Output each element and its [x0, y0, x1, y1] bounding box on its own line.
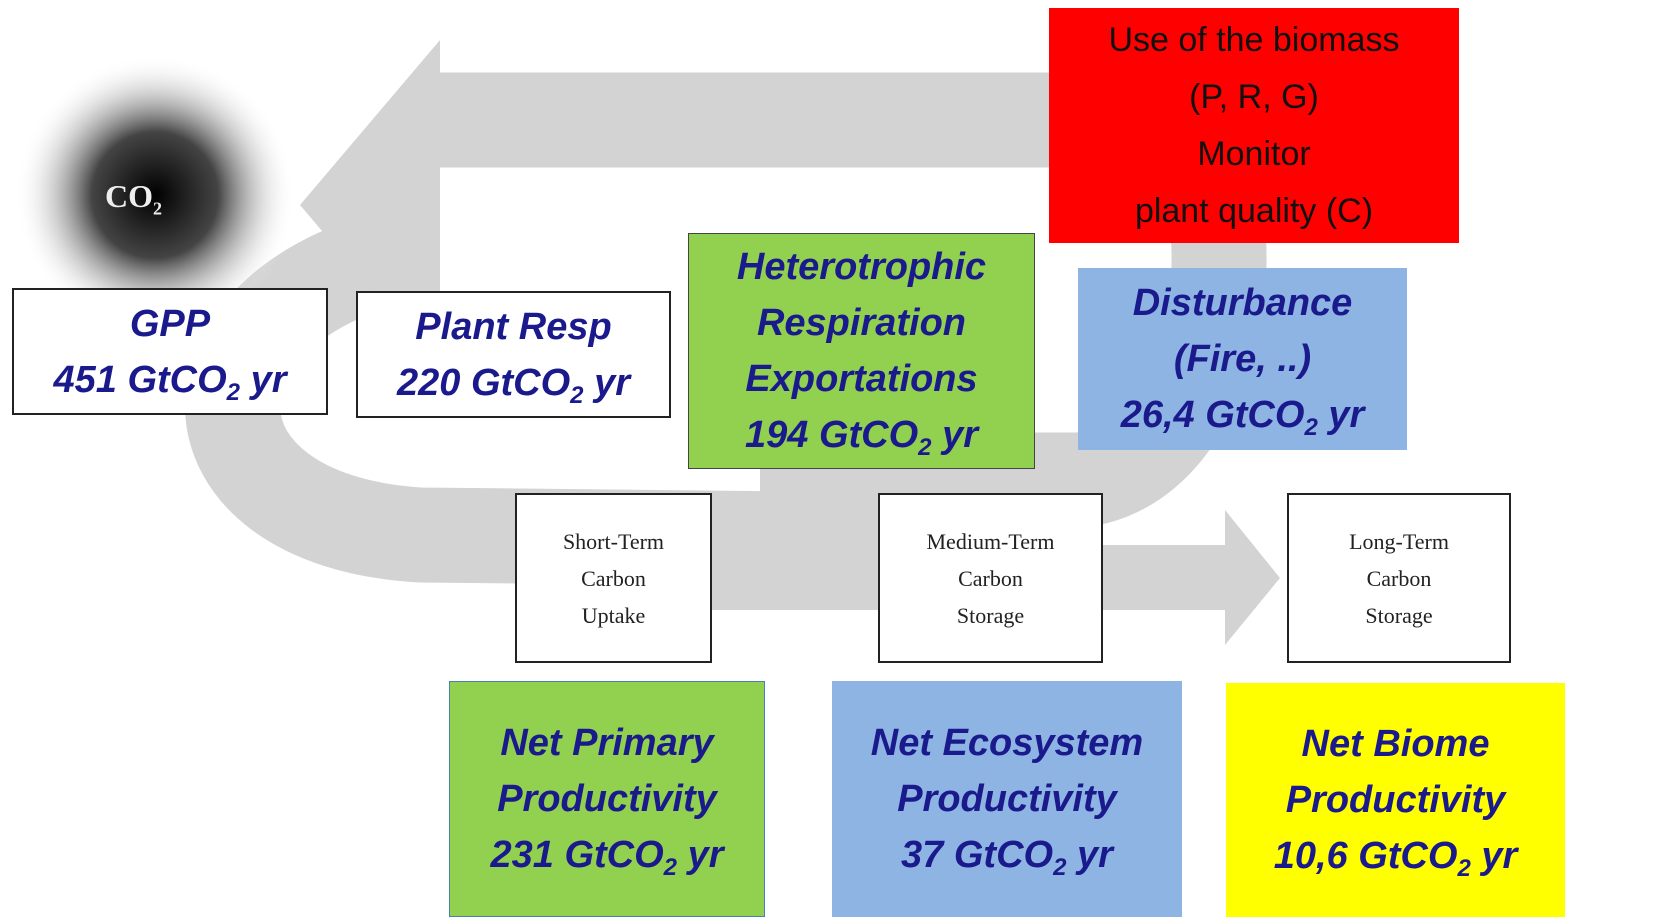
amount-subscript: 2 — [918, 434, 931, 461]
arrow-head — [1225, 510, 1280, 645]
flux-amount: 220 GtCO2 yr — [397, 355, 630, 411]
co2-label: CO2 — [105, 178, 162, 219]
flux-label: Disturbance — [1133, 275, 1353, 331]
pool-line: Carbon — [1367, 560, 1432, 597]
amount-subscript: 2 — [227, 379, 240, 406]
amount-unit: yr — [688, 834, 724, 876]
amount-unit: yr — [942, 414, 978, 456]
pool-line: Long-Term — [1349, 523, 1449, 560]
flux-label: Respiration — [757, 295, 966, 351]
flux-label: Net Biome — [1302, 716, 1490, 772]
pool-line: Storage — [1365, 597, 1432, 634]
flux-label: Heterotrophic — [737, 239, 986, 295]
flux-amount: 451 GtCO2 yr — [53, 352, 286, 408]
amount-subscript: 2 — [1053, 854, 1066, 881]
amount-subscript: 2 — [664, 854, 677, 881]
pool-line: Storage — [957, 597, 1024, 634]
co2-text: CO — [105, 178, 153, 214]
amount-text: 10,6 GtCO — [1274, 835, 1458, 877]
amount-unit: yr — [1481, 835, 1517, 877]
amount-unit: yr — [594, 362, 630, 404]
amount-text: 231 GtCO — [490, 834, 663, 876]
amount-unit: yr — [1077, 834, 1113, 876]
pool-line: Uptake — [582, 597, 646, 634]
flux-label: Net Primary — [500, 715, 713, 771]
flux-amount: 194 GtCO2 yr — [745, 407, 978, 463]
amount-text: 37 GtCO — [901, 834, 1053, 876]
flux-amount: 231 GtCO2 yr — [490, 827, 723, 883]
flux-label: Productivity — [897, 771, 1117, 827]
flux-label: Net Ecosystem — [871, 715, 1143, 771]
flux-amount: 10,6 GtCO2 yr — [1274, 828, 1518, 884]
note-line: Monitor — [1197, 126, 1310, 183]
amount-unit: yr — [251, 359, 287, 401]
flux-box: Disturbance(Fire, ..)26,4 GtCO2 yr — [1078, 268, 1407, 450]
amount-text: 194 GtCO — [745, 414, 918, 456]
pool-line: Carbon — [958, 560, 1023, 597]
flux-label: Plant Resp — [415, 299, 611, 355]
diagram: CO2 GPP451 GtCO2 yrPlant Resp220 GtCO2 y… — [0, 0, 1667, 917]
note-line: (P, R, G) — [1189, 69, 1319, 126]
flux-label: Productivity — [1286, 772, 1506, 828]
pool-line: Short-Term — [563, 523, 664, 560]
amount-unit: yr — [1328, 394, 1364, 436]
note-line: Use of the biomass — [1108, 12, 1399, 69]
amount-text: 220 GtCO — [397, 362, 570, 404]
flux-amount: 37 GtCO2 yr — [901, 827, 1113, 883]
amount-text: 26,4 GtCO — [1121, 394, 1305, 436]
flux-label: Productivity — [497, 771, 717, 827]
pool-line: Medium-Term — [927, 523, 1055, 560]
amount-text: 451 GtCO — [53, 359, 226, 401]
flux-label: GPP — [130, 296, 210, 352]
amount-subscript: 2 — [1457, 855, 1470, 882]
flux-label: (Fire, ..) — [1174, 331, 1311, 387]
flux-label: Exportations — [745, 351, 977, 407]
note-line: plant quality (C) — [1135, 183, 1373, 240]
pool-line: Carbon — [581, 560, 646, 597]
flux-amount: 26,4 GtCO2 yr — [1121, 387, 1365, 443]
co2-subscript: 2 — [153, 198, 162, 218]
amount-subscript: 2 — [570, 382, 583, 409]
amount-subscript: 2 — [1304, 414, 1317, 441]
